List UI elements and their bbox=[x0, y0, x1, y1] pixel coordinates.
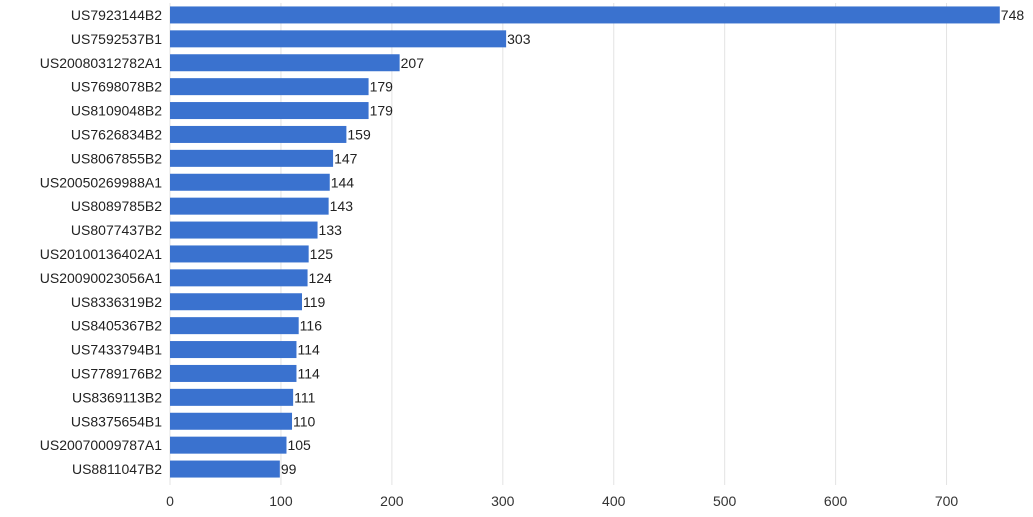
value-label: 748 bbox=[1001, 7, 1025, 23]
bar bbox=[170, 6, 1000, 24]
category-label: US7789176B2 bbox=[71, 365, 162, 381]
x-tick-label: 300 bbox=[491, 493, 515, 509]
bar bbox=[170, 293, 303, 311]
value-label: 147 bbox=[334, 150, 358, 166]
value-label: 303 bbox=[507, 31, 531, 47]
value-label: 110 bbox=[293, 413, 316, 429]
category-label: US8336319B2 bbox=[71, 294, 162, 310]
category-label: US8375654B1 bbox=[71, 413, 162, 429]
value-label: 105 bbox=[287, 437, 311, 453]
category-label: US8109048B2 bbox=[71, 103, 162, 119]
value-label: 133 bbox=[319, 222, 343, 238]
bar bbox=[170, 269, 308, 287]
category-label: US20100136402A1 bbox=[40, 246, 162, 262]
bar bbox=[170, 460, 280, 478]
bars bbox=[170, 6, 1000, 478]
bar bbox=[170, 30, 507, 48]
grid-lines bbox=[169, 3, 948, 485]
category-label: US8067855B2 bbox=[71, 150, 162, 166]
category-label: US7626834B2 bbox=[71, 126, 162, 142]
bar bbox=[170, 436, 287, 454]
category-label: US8089785B2 bbox=[71, 198, 162, 214]
category-label: US8369113B2 bbox=[72, 389, 162, 405]
category-label: US20080312782A1 bbox=[40, 55, 162, 71]
bar bbox=[170, 245, 309, 263]
category-label: US7923144B2 bbox=[71, 7, 162, 23]
category-label: US8405367B2 bbox=[71, 318, 162, 334]
category-label: US7592537B1 bbox=[71, 31, 162, 47]
category-label: US8077437B2 bbox=[71, 222, 162, 238]
x-tick-label: 700 bbox=[935, 493, 959, 509]
value-label: 114 bbox=[297, 365, 320, 381]
value-label: 116 bbox=[300, 318, 323, 334]
value-label: 114 bbox=[297, 342, 320, 358]
bar bbox=[170, 125, 347, 143]
bar bbox=[170, 317, 299, 335]
bar bbox=[170, 221, 318, 239]
bar bbox=[170, 364, 297, 382]
x-tick-label: 0 bbox=[166, 493, 174, 509]
bar bbox=[170, 149, 334, 167]
category-label: US8811047B2 bbox=[72, 461, 162, 477]
x-tick-label: 200 bbox=[380, 493, 404, 509]
value-label: 179 bbox=[370, 79, 394, 95]
value-label: 125 bbox=[310, 246, 334, 262]
value-label: 144 bbox=[331, 174, 355, 190]
x-tick-label: 400 bbox=[602, 493, 626, 509]
x-tick-label: 500 bbox=[713, 493, 737, 509]
category-labels: US7923144B2 US7592537B1 US20080312782A1 US7… bbox=[40, 7, 162, 477]
value-label: 124 bbox=[309, 270, 333, 286]
bar bbox=[170, 412, 293, 430]
x-tick-label: 100 bbox=[269, 493, 293, 509]
x-tick-label: 600 bbox=[824, 493, 848, 509]
value-label: 159 bbox=[347, 126, 371, 142]
value-labels: 748 303 207 179 179 159 147 144 143 133 125 124 119 1… bbox=[281, 7, 1025, 477]
bar bbox=[170, 388, 294, 406]
bar bbox=[170, 173, 330, 191]
bar bbox=[170, 341, 297, 359]
value-label: 111 bbox=[294, 389, 315, 405]
x-axis-ticks: 0 100 200 300 400 500 600 700 bbox=[166, 493, 958, 509]
value-label: 179 bbox=[370, 103, 394, 119]
value-label: 99 bbox=[281, 461, 297, 477]
bar bbox=[170, 54, 400, 72]
bar bbox=[170, 197, 329, 215]
value-label: 143 bbox=[330, 198, 354, 214]
value-label: 119 bbox=[303, 294, 326, 310]
category-label: US20050269988A1 bbox=[40, 174, 162, 190]
bar bbox=[170, 102, 369, 120]
category-label: US7698078B2 bbox=[71, 79, 162, 95]
category-label: US7433794B1 bbox=[71, 342, 162, 358]
bar bbox=[170, 78, 369, 96]
category-label: US20070009787A1 bbox=[40, 437, 162, 453]
value-label: 207 bbox=[401, 55, 425, 71]
category-label: US20090023056A1 bbox=[40, 270, 162, 286]
